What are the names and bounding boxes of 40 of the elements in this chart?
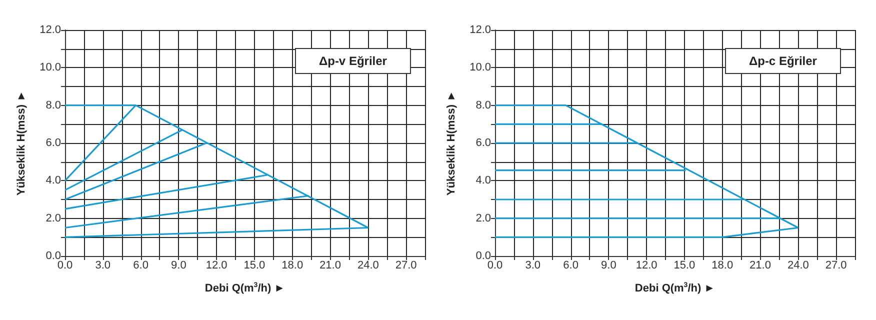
x-tick-label: 21.0 — [750, 260, 771, 272]
x-tick-label: 6.0 — [563, 260, 578, 272]
x-tick-label: 27.0 — [395, 260, 417, 272]
x-tick-label: 15.0 — [674, 260, 696, 272]
y-tick-label: 2.0 — [46, 212, 61, 224]
y-tick-label: 6.0 — [476, 137, 491, 149]
label-box: Δp-v Eğriler — [295, 48, 411, 74]
x-tick-label: 9.0 — [601, 260, 616, 272]
x-tick-label: 3.0 — [525, 260, 541, 272]
x-tick-label: 15.0 — [244, 260, 266, 272]
y-tick-label: 0.0 — [476, 250, 491, 262]
x-tick-label: 21.0 — [320, 260, 341, 272]
x-tick-label: 12.0 — [206, 260, 228, 272]
x-tick-label: 3.0 — [95, 260, 111, 272]
y-tick-label: 10.0 — [40, 62, 61, 74]
x-tick-label: 24.0 — [357, 260, 379, 272]
annotation: Δp-c Eğriler — [748, 54, 817, 68]
annotation: Δp-v Eğriler — [318, 54, 387, 68]
x-tick-label: 18.0 — [712, 260, 734, 272]
y-tick-label: 2.0 — [476, 212, 491, 224]
y-axis-title: Yükseklik H(mss) ► — [16, 90, 28, 196]
x-tick-label: 6.0 — [133, 260, 148, 272]
x-tick-label: 0.0 — [487, 260, 503, 272]
y-tick-label: 12.0 — [470, 24, 491, 36]
y-axis-title: Yükseklik H(mss) ► — [446, 90, 458, 196]
x-tick-label: 18.0 — [282, 260, 304, 272]
y-tick-label: 6.0 — [46, 137, 61, 149]
label-box: Δp-c Eğriler — [725, 48, 841, 74]
y-tick-label: 12.0 — [40, 24, 61, 36]
y-tick-label: 10.0 — [470, 62, 491, 74]
y-tick-label: 8.0 — [46, 99, 61, 112]
y-tick-label: 4.0 — [476, 174, 491, 187]
y-tick-label: 0.0 — [46, 250, 61, 262]
y-tick-label: 8.0 — [476, 99, 491, 112]
x-tick-label: 9.0 — [171, 260, 186, 272]
x-tick-label: 27.0 — [825, 260, 847, 272]
y-tick-label: 4.0 — [46, 174, 61, 187]
x-tick-label: 0.0 — [57, 260, 73, 272]
x-tick-label: 24.0 — [787, 260, 809, 272]
x-tick-label: 12.0 — [636, 260, 658, 272]
